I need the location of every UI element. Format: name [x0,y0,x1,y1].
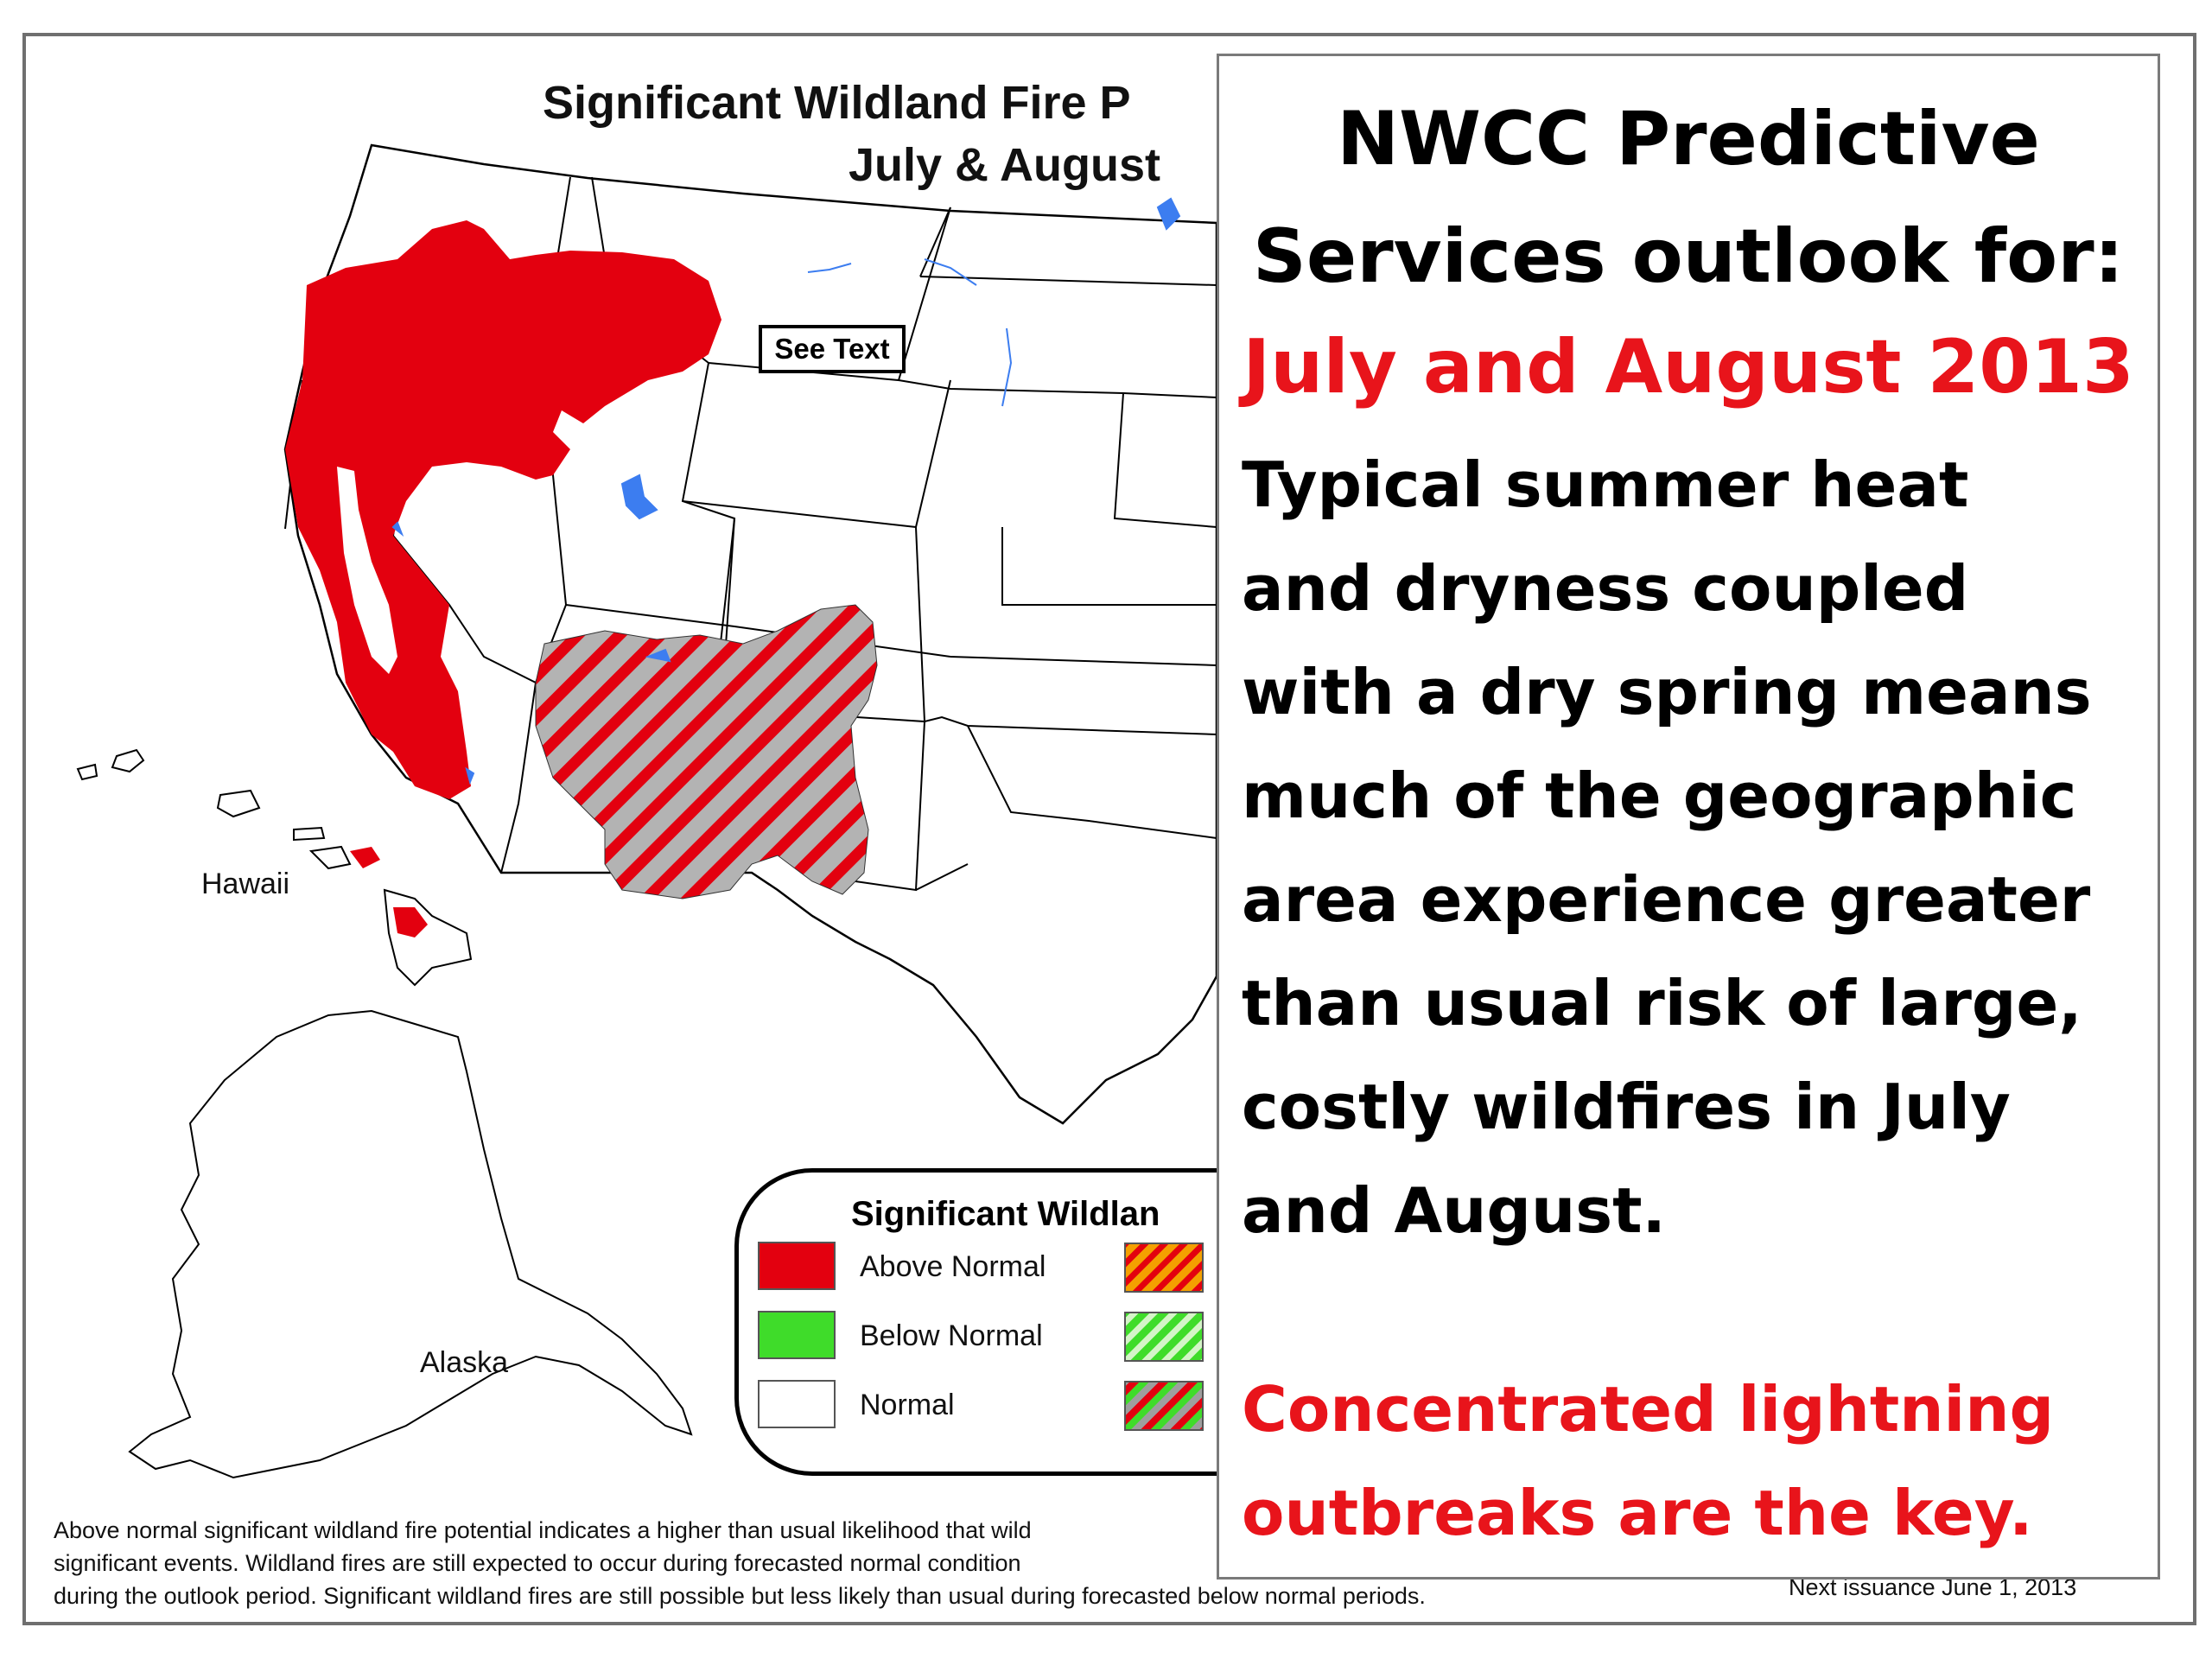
outlook-body-line: and dryness coupled [1242,552,1969,625]
legend-swatch-normal [758,1380,836,1428]
alaska-outline [128,1009,693,1479]
footnote-line1: Above normal significant wildland fire p… [54,1517,1032,1543]
legend-hatch-swatches [1124,1243,1204,1431]
outlook-text-box: NWCC Predictive Services outlook for: Ju… [1217,54,2160,1580]
outlook-key-message: Concentrated lightning outbreaks are the… [1242,1357,2158,1565]
outlook-body-line: and August. [1242,1174,1666,1247]
footnote-line2: significant events. Wildland fires are s… [54,1550,1021,1576]
outlook-body-line: with a dry spring means [1242,656,2092,728]
legend-swatch-hatch-green [1124,1312,1204,1362]
hawaii-label: Hawaii [201,868,290,900]
outlook-key-line: Concentrated lightning [1242,1373,2055,1446]
legend-title: Significant Wildlan [851,1195,1160,1233]
see-text-button[interactable]: See Text [759,325,906,373]
legend-swatch-above-normal [758,1242,836,1290]
footnote-line3: during the outlook period. Significant w… [54,1583,1426,1609]
outlook-body-line: costly wildfires in July [1242,1071,2011,1143]
alaska-label: Alaska [420,1346,509,1379]
footnote: Above normal significant wildland fire p… [54,1514,1738,1612]
legend-label-below-normal: Below Normal [860,1319,1043,1352]
hawaii-maui-above-normal [350,847,380,868]
hawaii-big-island-above-normal [393,907,428,938]
outlook-body-line: Typical summer heat [1242,448,1969,521]
water-features [391,197,1181,785]
outlook-body-line: area experience greater [1242,863,2091,936]
legend-swatch-hatch-orange [1124,1243,1204,1293]
outlook-key-line: outbreaks are the key. [1242,1477,2033,1549]
legend: Significant Wildlan Above Normal Below N… [734,1168,1253,1476]
legend-label-above-normal: Above Normal [860,1250,1046,1283]
map-title-line2: July & August [849,139,1161,191]
outlook-body: Typical summer heat and dryness coupled … [1242,433,2158,1262]
outlook-heading-line1: NWCC Predictive [1337,96,2040,182]
hatched-southwest [535,604,878,899]
outlook-heading: NWCC Predictive Services outlook for: [1219,80,2158,315]
legend-label-normal: Normal [860,1389,955,1421]
outlook-date: July and August 2013 [1243,324,2134,410]
outlook-body-line: much of the geographic [1242,760,2077,832]
legend-swatch-below-normal [758,1311,836,1359]
central-valley-gap [337,467,397,674]
map-title-line1: Significant Wildland Fire P [543,77,1131,129]
outlook-heading-line2: Services outlook for: [1252,213,2125,300]
outlook-body-line: than usual risk of large, [1242,967,2082,1039]
legend-swatch-hatch-multi [1124,1381,1204,1431]
